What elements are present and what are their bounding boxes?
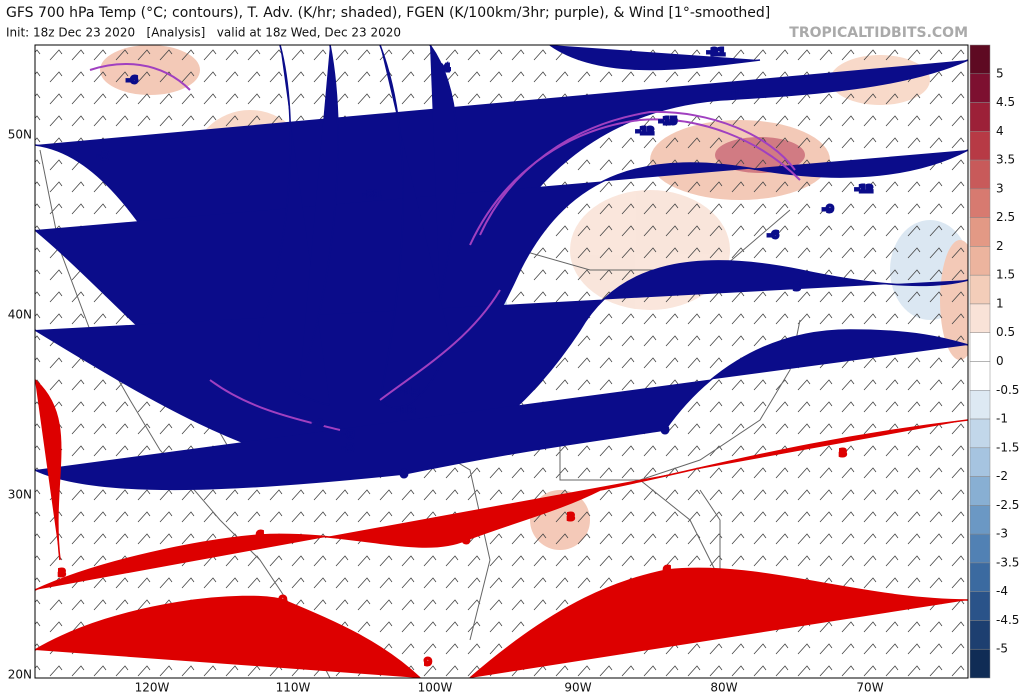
colorbar-label: -4.5 — [996, 613, 1019, 627]
contour-label: 3 — [840, 448, 847, 459]
colorbar-label: -1.5 — [996, 440, 1019, 454]
colorbar-swatch — [969, 533, 991, 564]
colorbar-label: 4 — [996, 124, 1004, 138]
contour-label: 3 — [59, 568, 66, 579]
lon-label: 80W — [710, 681, 737, 695]
colorbar-label: 0.5 — [996, 325, 1015, 339]
contour-label: -6 — [767, 230, 778, 241]
contour-label: -24 — [432, 63, 450, 74]
colorbar-label: -2.5 — [996, 498, 1019, 512]
colorbar-swatch — [969, 188, 991, 218]
colorbar-label: 2.5 — [996, 210, 1015, 224]
colorbar-swatch — [969, 505, 991, 535]
colorbar-swatch — [969, 102, 991, 132]
contour-label: -15 — [659, 116, 677, 127]
colorbar-label: 3 — [996, 181, 1004, 195]
init-line: Init: 18z Dec 23 2020 [Analysis] valid a… — [6, 26, 401, 40]
colorbar-label: -3 — [996, 527, 1008, 541]
colorbar-swatch — [969, 361, 991, 391]
lon-label: 70W — [856, 681, 883, 695]
colorbar-swatch — [969, 476, 991, 506]
contour-labels: -21 -24 -6 -18 -15 -12 -3 -21 -12 -9 -6 … — [57, 46, 875, 670]
map-frame — [34, 44, 969, 679]
contour-label: -12 — [636, 126, 654, 137]
colorbar-label: 5 — [996, 66, 1004, 80]
contour-label: 9 — [425, 657, 432, 668]
colorbar-swatch — [969, 159, 991, 190]
lon-label: 110W — [276, 681, 311, 695]
colorbar-swatch — [969, 44, 991, 75]
contour-label: 0 — [401, 469, 408, 480]
colorbar-swatch — [969, 447, 991, 477]
lat-label: 30N — [8, 488, 32, 502]
colorbar: 5 4.5 4 3.5 3 2.5 2 1.5 1 0.5 0 -0.5 -1 -1.5 -2 -2.5 -3 -… — [969, 44, 1019, 679]
contour-label: -6 — [126, 75, 137, 86]
contour-label: 6 — [664, 565, 671, 576]
colorbar-swatch — [969, 274, 991, 305]
colorbar-label: 2 — [996, 239, 1004, 253]
colorbar-swatch — [969, 246, 991, 276]
colorbar-swatch — [969, 131, 991, 161]
colorbar-swatch — [969, 648, 991, 679]
contour-label: 0 — [662, 425, 669, 436]
contour-label: -12 — [397, 406, 415, 417]
contour-label: -18 — [732, 88, 750, 99]
contour-label: -3 — [789, 282, 800, 293]
colorbar-label: 3.5 — [996, 153, 1015, 167]
contour-label: -21 — [707, 47, 725, 58]
lat-label: 20N — [8, 668, 32, 682]
contour-label: 6 — [463, 535, 470, 546]
colorbar-label: -4 — [996, 584, 1008, 598]
colorbar-label: 4.5 — [996, 95, 1015, 109]
colorbar-label: -1 — [996, 412, 1008, 426]
colorbar-swatch — [969, 73, 991, 103]
contour-label: -6 — [342, 430, 353, 441]
contour-label: -3 — [97, 151, 108, 162]
contour-label: -9 — [312, 419, 323, 430]
colorbar-swatch — [969, 418, 991, 449]
map: -21 -24 -6 -18 -15 -12 -3 -21 -12 -9 -6 … — [35, 45, 968, 678]
colorbar-swatch — [969, 303, 991, 333]
colorbar-swatch — [969, 217, 991, 247]
contour-label: -3 — [342, 443, 353, 454]
colorbar-label: -3.5 — [996, 555, 1019, 569]
colorbar-swatch — [969, 390, 991, 420]
lon-labels: 120W 110W 100W 90W 80W 70W — [135, 681, 884, 695]
colorbar-label: -2 — [996, 469, 1008, 483]
contour-label: -9 — [822, 204, 833, 215]
lat-labels: 50N 40N 30N 20N — [8, 128, 32, 682]
colorbar-label: 1 — [996, 296, 1004, 310]
colorbar-swatch — [969, 591, 991, 621]
colorbar-swatch — [969, 332, 991, 362]
lon-label: 120W — [135, 681, 170, 695]
lon-label: 90W — [564, 681, 591, 695]
watermark: TROPICALTIDBITS.COM — [789, 25, 968, 41]
contour-label: 3 — [568, 512, 575, 523]
colorbar-swatch — [969, 562, 991, 592]
colorbar-swatch — [969, 620, 991, 650]
contour-label: -15 — [401, 387, 419, 398]
colorbar-label: 1.5 — [996, 268, 1015, 282]
title: GFS 700 hPa Temp (°C; contours), T. Adv.… — [6, 5, 770, 21]
colorbar-label: -0.5 — [996, 383, 1019, 397]
lat-label: 40N — [8, 308, 32, 322]
colorbar-label: -5 — [996, 642, 1008, 656]
lon-label: 100W — [418, 681, 453, 695]
contour-label: -21 — [363, 190, 381, 201]
lat-label: 50N — [8, 128, 32, 142]
colorbar-label: 0 — [996, 354, 1004, 368]
contour-label: 6 — [257, 530, 264, 541]
contour-label: -12 — [855, 184, 873, 195]
contour-label: 9 — [280, 595, 287, 606]
